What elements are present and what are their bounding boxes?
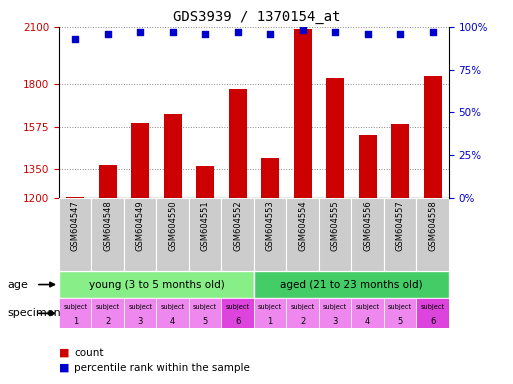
Bar — [319, 198, 351, 271]
Text: GSM604554: GSM604554 — [298, 200, 307, 251]
Text: ■: ■ — [59, 363, 69, 373]
Bar — [391, 124, 409, 384]
Bar — [222, 198, 254, 271]
Bar — [384, 298, 417, 328]
Bar — [59, 198, 91, 271]
Text: percentile rank within the sample: percentile rank within the sample — [74, 363, 250, 373]
Text: GSM604547: GSM604547 — [71, 200, 80, 251]
Text: subject: subject — [421, 304, 445, 310]
Text: subject: subject — [323, 304, 347, 310]
Text: GSM604553: GSM604553 — [266, 200, 274, 251]
Bar — [286, 198, 319, 271]
Bar — [424, 76, 442, 384]
Text: ■: ■ — [59, 348, 69, 358]
Text: 3: 3 — [332, 317, 338, 326]
Bar — [326, 78, 344, 384]
Bar — [254, 198, 286, 271]
Bar — [359, 135, 377, 384]
Text: 4: 4 — [170, 317, 175, 326]
Bar — [222, 298, 254, 328]
Point — [136, 29, 144, 35]
Text: subject: subject — [226, 304, 250, 310]
Point — [201, 31, 209, 37]
Text: subject: subject — [258, 304, 282, 310]
Point — [233, 29, 242, 35]
Bar — [164, 114, 182, 384]
Bar — [189, 298, 222, 328]
Text: GSM604558: GSM604558 — [428, 200, 437, 251]
Bar — [319, 298, 351, 328]
Bar — [91, 298, 124, 328]
Text: subject: subject — [193, 304, 218, 310]
Bar — [261, 158, 279, 384]
Bar — [254, 271, 449, 298]
Text: specimen: specimen — [8, 308, 62, 318]
Bar — [294, 29, 311, 384]
Text: GSM604550: GSM604550 — [168, 200, 177, 251]
Text: GSM604552: GSM604552 — [233, 200, 242, 251]
Text: GSM604549: GSM604549 — [136, 200, 145, 251]
Bar — [124, 298, 156, 328]
Point — [331, 29, 339, 35]
Text: 3: 3 — [137, 317, 143, 326]
Bar — [59, 298, 91, 328]
Text: 2: 2 — [105, 317, 110, 326]
Bar — [351, 198, 384, 271]
Text: subject: subject — [63, 304, 87, 310]
Bar — [156, 198, 189, 271]
Bar — [384, 198, 417, 271]
Bar — [286, 298, 319, 328]
Bar — [66, 197, 84, 384]
Point — [169, 29, 177, 35]
Bar — [229, 89, 247, 384]
Text: subject: subject — [128, 304, 152, 310]
Point — [396, 31, 404, 37]
Text: 6: 6 — [235, 317, 241, 326]
Text: aged (21 to 23 months old): aged (21 to 23 months old) — [280, 280, 423, 290]
Bar — [156, 298, 189, 328]
Point — [299, 27, 307, 33]
Bar — [196, 166, 214, 384]
Text: 5: 5 — [203, 317, 208, 326]
Text: count: count — [74, 348, 104, 358]
Text: GSM604555: GSM604555 — [331, 200, 340, 251]
Text: subject: subject — [356, 304, 380, 310]
Text: 6: 6 — [430, 317, 436, 326]
Bar — [124, 198, 156, 271]
Text: GSM604551: GSM604551 — [201, 200, 210, 251]
Text: GSM604556: GSM604556 — [363, 200, 372, 251]
Bar — [417, 298, 449, 328]
Text: 2: 2 — [300, 317, 305, 326]
Text: 5: 5 — [398, 317, 403, 326]
Bar — [254, 298, 286, 328]
Point — [364, 31, 372, 37]
Text: GSM604557: GSM604557 — [396, 200, 405, 251]
Point — [266, 31, 274, 37]
Text: subject: subject — [161, 304, 185, 310]
Point — [428, 29, 437, 35]
Text: 4: 4 — [365, 317, 370, 326]
Text: age: age — [8, 280, 29, 290]
Text: subject: subject — [95, 304, 120, 310]
Bar — [99, 166, 116, 384]
Text: subject: subject — [388, 304, 412, 310]
Bar — [189, 198, 222, 271]
Bar — [131, 123, 149, 384]
Bar — [91, 198, 124, 271]
Point — [71, 36, 80, 42]
Point — [104, 31, 112, 37]
Text: 1: 1 — [268, 317, 273, 326]
Text: young (3 to 5 months old): young (3 to 5 months old) — [89, 280, 224, 290]
Bar — [417, 198, 449, 271]
Text: GDS3939 / 1370154_at: GDS3939 / 1370154_at — [173, 10, 340, 23]
Text: 1: 1 — [73, 317, 78, 326]
Text: subject: subject — [290, 304, 315, 310]
Bar — [59, 271, 254, 298]
Text: GSM604548: GSM604548 — [103, 200, 112, 251]
Bar — [351, 298, 384, 328]
